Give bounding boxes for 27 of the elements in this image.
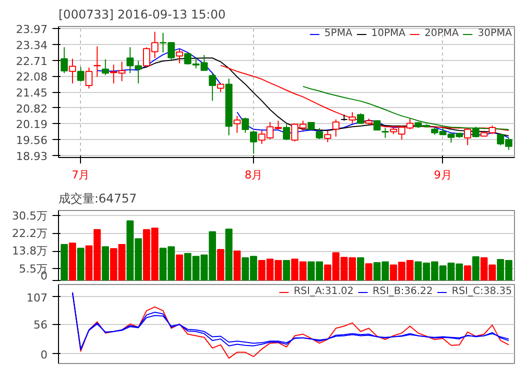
y-tick-label: 30.5万 [12, 209, 48, 222]
y-tick-label: 20.19 [16, 118, 48, 132]
legend-label: RSI_C:38.35 [452, 286, 512, 297]
legend-label: RSI_B:36.22 [372, 286, 433, 297]
y-tick-label: 22.08 [16, 70, 48, 84]
x-tick-label: 8月 [244, 168, 263, 182]
x-tick-label: 9月 [434, 168, 452, 182]
y-tick-label: 18.93 [16, 150, 48, 163]
legend-label: RSI_A:31.02 [294, 286, 354, 297]
y-tick-label: 21.45 [16, 86, 48, 100]
chart-title: [000733] 2016-09-13 15:00 [58, 8, 226, 22]
y-tick-label: 22.2万 [12, 226, 48, 240]
x-tick-label: 7月 [72, 168, 90, 182]
chart-title: 成交量:64757 [58, 192, 137, 206]
y-tick-label: 13.8万 [12, 244, 48, 258]
legend-label: 10PMA [371, 28, 406, 39]
y-tick-label: 0 [40, 348, 48, 362]
y-tick-label: 20.82 [16, 102, 48, 116]
y-tick-label: 23.97 [16, 23, 48, 36]
legend-label: 5PMA [324, 28, 352, 39]
legend-label: 20PMA [424, 28, 459, 39]
y-tick-label: 22.71 [16, 54, 48, 68]
y-tick-label: 23.34 [16, 38, 48, 52]
y-tick-label: 107 [26, 291, 48, 304]
legend-label: 30PMA [478, 28, 512, 39]
y-tick-label: 19.56 [16, 134, 48, 148]
y-tick-label: 56 [34, 318, 48, 332]
